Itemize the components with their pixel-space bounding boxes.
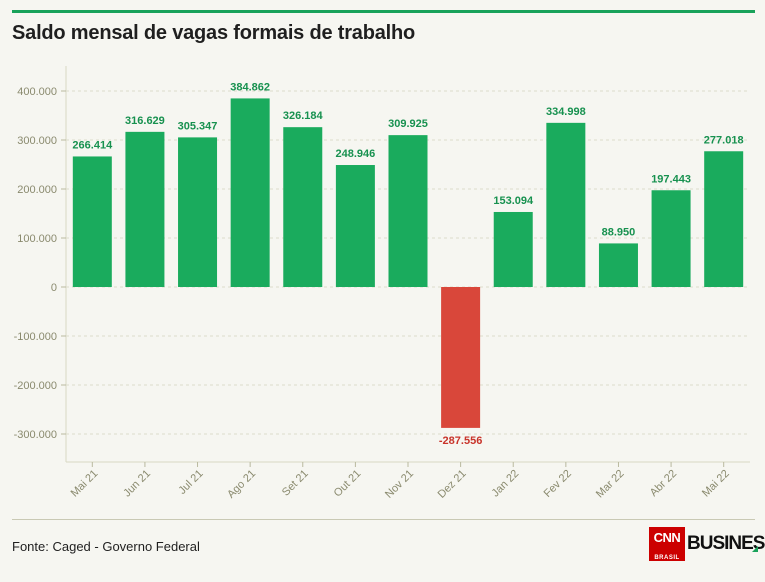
cnn-logo-text: CNN	[653, 530, 681, 545]
data-label: 153.094	[493, 195, 534, 207]
data-label: 305.347	[178, 120, 218, 132]
x-tick-label: Mar 22	[594, 468, 627, 501]
bar	[125, 131, 165, 287]
x-tick-label: Jan 22	[490, 468, 522, 500]
y-tick-label: 100.000	[17, 233, 57, 245]
bar	[72, 156, 112, 287]
logo-triangle-icon	[752, 546, 758, 552]
data-label: 88.950	[602, 226, 636, 238]
bar	[598, 243, 638, 287]
cnn-logo-subtext: BRASIL	[654, 555, 680, 561]
y-tick-label: -300.000	[14, 429, 57, 441]
x-tick-label: Mai 22	[700, 468, 732, 500]
data-label: 266.414	[72, 139, 113, 151]
y-tick-label: 0	[51, 282, 57, 294]
bar	[441, 287, 481, 428]
x-tick-label: Jul 21	[176, 468, 205, 497]
x-tick-label: Nov 21	[383, 468, 416, 501]
x-tick-label: Out 21	[332, 468, 364, 500]
bar	[704, 151, 744, 287]
data-label: 248.946	[336, 148, 376, 160]
y-tick-label: 400.000	[17, 86, 57, 98]
bar-chart: 400.000 300.000 200.000 100.000 0 -100.000 -20…	[14, 66, 750, 501]
x-tick-label: Mai 21	[69, 468, 101, 500]
bar	[546, 122, 586, 287]
data-label: 309.925	[388, 118, 428, 130]
x-tick-label: Fev 22	[542, 468, 574, 500]
y-tick-label: 300.000	[17, 135, 57, 147]
source-note: Fonte: Caged - Governo Federal	[12, 539, 200, 554]
data-label: 197.443	[651, 173, 691, 185]
chart-title: Saldo mensal de vagas formais de trabalh…	[12, 22, 416, 44]
data-label: 334.998	[546, 106, 586, 118]
data-label: 384.862	[230, 81, 270, 93]
data-label: -287.556	[439, 435, 482, 447]
bar	[283, 127, 323, 288]
x-tick-label: Jun 21	[121, 468, 153, 500]
bar	[388, 135, 428, 287]
x-tick-label: Set 21	[280, 468, 311, 499]
bar	[493, 211, 533, 287]
cnn-business-logo: CNN BRASIL BUSINESS	[649, 527, 765, 561]
bar	[230, 98, 270, 287]
bar	[651, 190, 691, 287]
footer-divider	[12, 519, 755, 520]
data-label: 326.184	[283, 110, 324, 122]
cnn-logo-box: CNN BRASIL	[649, 527, 685, 561]
business-wordmark: BUSINESS	[687, 533, 765, 554]
x-tick-label: Abr 22	[648, 468, 679, 499]
x-tick-label: Ago 21	[225, 468, 258, 501]
y-tick-label: -200.000	[14, 380, 57, 392]
bar	[335, 165, 375, 287]
top-accent-line	[12, 10, 755, 13]
y-tick-label: -100.000	[14, 331, 57, 343]
y-tick-label: 200.000	[17, 184, 57, 196]
bar	[178, 137, 218, 287]
data-label: 316.629	[125, 115, 165, 127]
data-label: 277.018	[704, 134, 744, 146]
x-tick-label: Dez 21	[436, 468, 469, 501]
